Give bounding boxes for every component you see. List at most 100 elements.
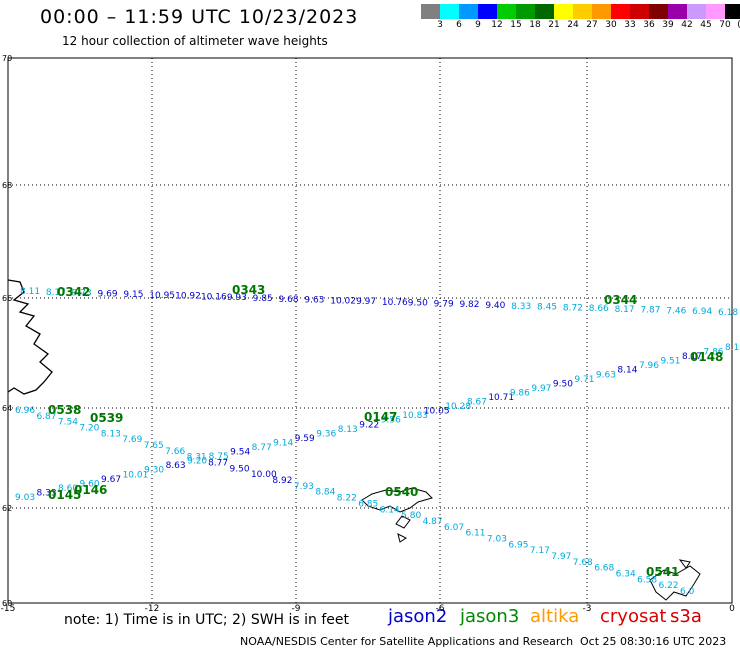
y-tick-label: 60: [2, 599, 12, 608]
track-value-label: 8.17: [46, 288, 66, 298]
track-value-label: 6.22: [659, 581, 679, 591]
x-tick-label: -15: [1, 604, 16, 614]
track-value-label: 10.83: [402, 411, 428, 421]
scale-label: (ft): [737, 20, 740, 30]
y-tick-label: 66: [2, 294, 12, 303]
track-value-label: 9.56: [381, 416, 401, 426]
track-value-label: 10.92: [175, 292, 201, 302]
track-value-label: 9.67: [101, 475, 121, 485]
track-value-label: 9.20: [187, 457, 207, 467]
track-value-label: 8.92: [272, 476, 292, 486]
track-value-label: 7.97: [551, 552, 571, 562]
scale-swatch: [440, 4, 459, 19]
track-value-label: 10.01: [123, 470, 149, 480]
pass-label: 0539: [90, 411, 123, 425]
track-value-label: 8.14: [617, 366, 637, 376]
pass-label: 0342: [57, 285, 90, 299]
track-value-label: 9.73: [72, 289, 92, 299]
track-value-label: 6.85: [358, 499, 378, 509]
track-value-label: 9.36: [316, 429, 336, 439]
map-title: 00:00 – 11:59 UTC 10/23/2023: [40, 6, 359, 28]
track-value-label: 8.31: [187, 453, 207, 463]
track-value-label: 6.14: [380, 505, 400, 515]
satellite-legend-s3a: s3a: [670, 606, 702, 627]
track-value-label: 8.11: [20, 287, 40, 297]
track-value-label: 7.66: [165, 447, 185, 457]
satellite-legend-jason2: jason2: [388, 606, 448, 627]
track-value-label: 7.65: [144, 441, 164, 451]
track-value-label: 6.58: [637, 575, 657, 585]
x-tick-label: 0: [729, 604, 735, 614]
track-value-label: 6.87: [36, 412, 56, 422]
coastline-faroe: [361, 487, 433, 513]
pass-label: 0541: [646, 565, 679, 579]
scale-label: 21: [548, 20, 560, 30]
track-value-label: 7.54: [58, 418, 78, 428]
track-value-label: 4.87: [423, 517, 443, 527]
track-value-label: 8.84: [315, 488, 335, 498]
track-value-label: 8.1: [725, 343, 739, 353]
track-value-label: 9.60: [80, 479, 100, 489]
track-value-label: 9.97: [531, 384, 551, 394]
pass-label: 0343: [232, 283, 265, 297]
coastline-scotland: [649, 559, 701, 601]
track-value-label: 9.40: [485, 301, 505, 311]
pass-label: 0538: [48, 403, 81, 417]
scale-swatch: [478, 4, 497, 19]
track-value-label: 9.69: [98, 289, 118, 299]
scale-swatch: [611, 4, 630, 19]
y-tick-label: 64: [2, 404, 12, 413]
scale-label: 70: [719, 20, 731, 30]
track-value-label: 10.16: [201, 292, 227, 302]
track-value-label: 9.51: [660, 357, 680, 367]
y-tick-label: 68: [2, 181, 12, 190]
track-value-label: 10.02: [330, 296, 356, 306]
track-value-label: 8.22: [337, 494, 357, 504]
footer-note: note: 1) Time is in UTC; 2) SWH is in fe…: [64, 612, 350, 628]
track-value-label: 6.11: [465, 529, 485, 539]
scale-swatch: [630, 4, 649, 19]
track-value-label: 7.96: [639, 361, 659, 371]
track-value-label: 8.33: [511, 302, 531, 312]
scale-label: 6: [456, 20, 462, 30]
track-value-label: 7.93: [294, 482, 314, 492]
scale-swatch: [706, 4, 725, 19]
track-value-label: 9.63: [596, 370, 616, 380]
track-value-label: 9.30: [144, 466, 164, 476]
satellite-legend-altika: altika: [530, 606, 580, 627]
track-value-label: 7.46: [666, 306, 686, 316]
track-value-label: 6.0: [680, 587, 695, 597]
scale-swatch: [459, 4, 478, 19]
scale-swatch: [421, 4, 440, 19]
track-value-label: 9.68: [279, 295, 299, 305]
scale-swatch: [554, 4, 573, 19]
track-value-label: 10.28: [445, 402, 471, 412]
track-value-label: 9.86: [510, 388, 530, 398]
scale-swatch: [497, 4, 516, 19]
track-value-label: 7.86: [703, 348, 723, 358]
y-tick-label: 62: [2, 504, 12, 513]
scale-swatch: [573, 4, 592, 19]
track-value-label: 9.59: [295, 434, 315, 444]
scale-swatch: [592, 4, 611, 19]
scale-label: 39: [662, 20, 674, 30]
track-value-label: 9.63: [304, 296, 324, 306]
scale-label: 30: [605, 20, 617, 30]
track-value-label: 8.17: [682, 352, 702, 362]
track-value-label: 8.13: [338, 425, 358, 435]
track-value-label: 10.05: [424, 407, 450, 417]
track-value-label: 9.50: [408, 299, 428, 309]
track-value-label: 8.66: [589, 304, 609, 314]
track-value-label: 8.45: [537, 303, 557, 313]
track-value-label: 9.22: [359, 420, 379, 430]
map-subtitle: 12 hour collection of altimeter wave hei…: [62, 34, 328, 48]
track-value-label: 7.17: [530, 546, 550, 556]
scale-label: 42: [681, 20, 693, 30]
track-value-label: 9.50: [230, 464, 250, 474]
scale-label: 45: [700, 20, 712, 30]
track-value-label: 6.18: [718, 308, 738, 318]
track-value-label: 10.00: [251, 470, 277, 480]
track-value-label: 6.95: [508, 540, 528, 550]
scale-label: 12: [491, 20, 503, 30]
track-value-label: 9.85: [253, 294, 273, 304]
